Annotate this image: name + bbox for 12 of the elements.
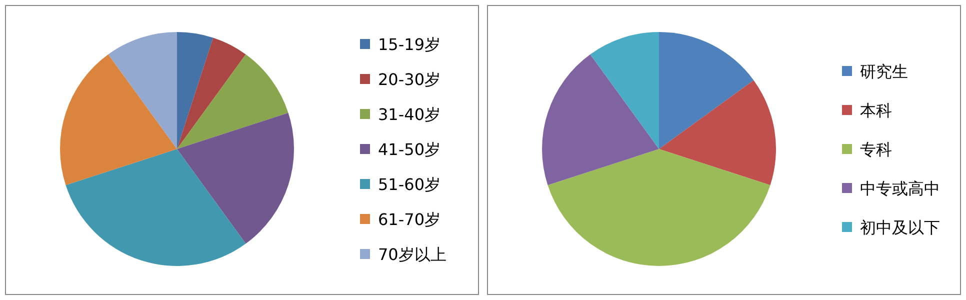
legend-label: 61-70岁 — [378, 210, 440, 229]
legend-label: 41-50岁 — [378, 140, 440, 159]
legend-label: 研究生 — [860, 62, 908, 81]
legend-label: 专科 — [860, 140, 892, 159]
legend-label: 15-19岁 — [378, 35, 440, 54]
legend-label: 初中及以下 — [860, 218, 940, 237]
legend-label: 70岁以上 — [378, 245, 446, 264]
legend-label: 本科 — [860, 101, 892, 120]
legend-label: 51-60岁 — [378, 175, 440, 194]
legend-label: 31-40岁 — [378, 105, 440, 124]
legend-label: 20-30岁 — [378, 70, 440, 89]
legend-label: 中专或高中 — [860, 179, 940, 198]
